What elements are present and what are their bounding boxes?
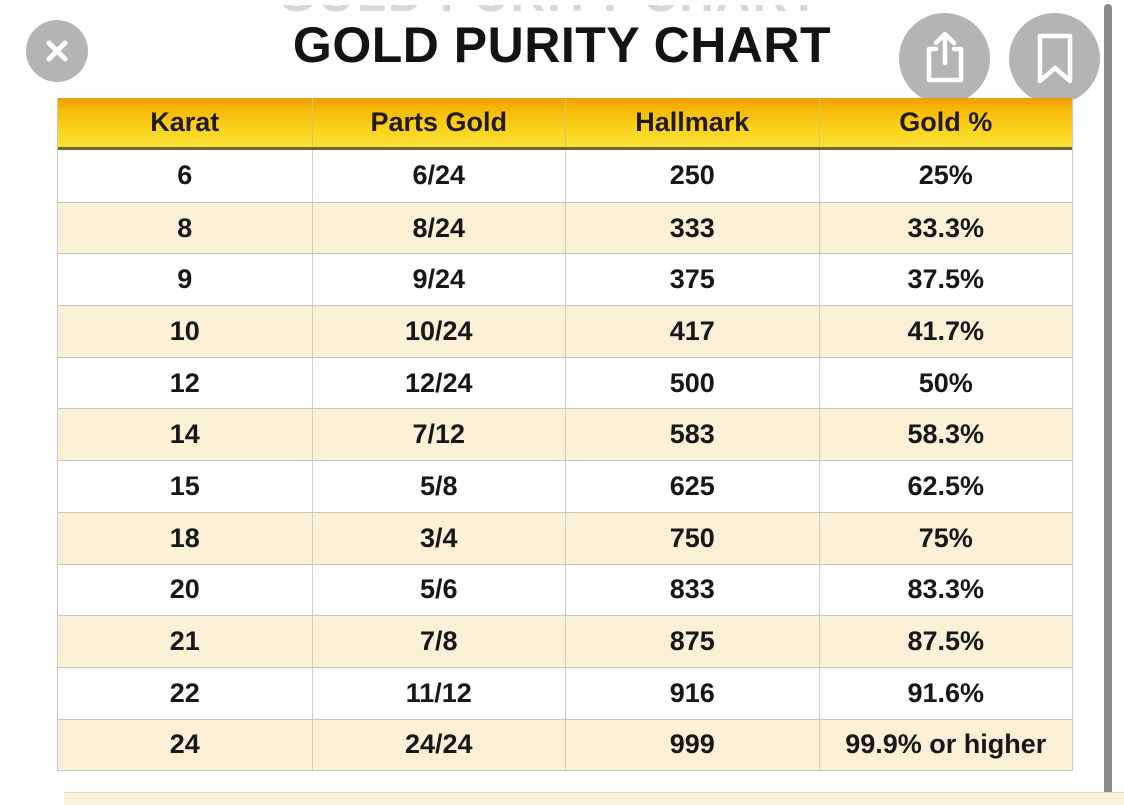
table-cell: 14 — [169, 419, 200, 450]
table-cell: 10/24 — [311, 306, 566, 357]
table-row: 9 9/24 375 37.5% — [58, 253, 1073, 306]
table-cell: 417 — [565, 306, 819, 357]
share-icon — [926, 31, 963, 82]
table-cell: 916 — [565, 667, 819, 719]
cropped-text-echo: GOLD PURITY CHART — [278, 5, 884, 16]
table-cell: 12 — [169, 367, 200, 398]
table-row: 10 10/24 417 41.7% — [58, 305, 1072, 357]
table-cell: 12/24 — [311, 357, 566, 409]
table-cell: 18 — [169, 522, 200, 553]
table-cell: 83.3% — [818, 564, 1073, 616]
table-row: 20 5/6 833 83.3% — [58, 563, 1073, 616]
table-cell: 22 — [169, 677, 200, 708]
table-cell: 75% — [818, 512, 1073, 564]
next-row-peek — [64, 792, 1124, 805]
table-cell: 91.6% — [818, 667, 1073, 719]
scrollbar[interactable] — [1104, 4, 1112, 805]
column-header-parts-gold: Parts Gold — [311, 98, 566, 147]
table-row: 21 7/8 875 87.5% — [58, 615, 1072, 667]
table-cell: 625 — [565, 461, 819, 512]
share-button[interactable] — [899, 13, 990, 104]
table-row: 18 3/4 750 75% — [58, 511, 1073, 564]
column-header-hallmark: Hallmark — [565, 98, 819, 147]
table-cell: 24 — [169, 729, 200, 760]
column-header-karat: Karat — [150, 107, 220, 137]
bookmark-button[interactable] — [1009, 13, 1100, 104]
table-cell: 50% — [818, 357, 1073, 409]
table-row: 22 11/12 916 91.6% — [58, 666, 1073, 719]
table-cell: 15 — [169, 470, 200, 501]
table-cell: 25% — [818, 150, 1073, 202]
close-button[interactable] — [26, 20, 88, 82]
table-cell: 375 — [565, 254, 819, 306]
table-cell: 99.9% or higher — [818, 719, 1073, 771]
table-cell: 87.5% — [818, 616, 1073, 667]
table-cell: 33.3% — [818, 202, 1073, 254]
table-cell: 21 — [169, 626, 200, 657]
table-cell: 583 — [565, 409, 819, 461]
table-body: 6 6/24 250 25% 8 8/24 333 33.3% 9 9/24 375 37.5% 10 1… — [58, 150, 1073, 771]
table-cell: 9/24 — [311, 254, 566, 306]
table-header-row: Karat Parts Gold Hallmark Gold % — [58, 98, 1072, 150]
table-cell: 41.7% — [818, 306, 1073, 357]
table-cell: 750 — [565, 512, 819, 564]
table-row: 6 6/24 250 25% — [58, 150, 1072, 202]
table-cell: 8 — [177, 212, 193, 243]
table-cell: 7/12 — [311, 409, 566, 461]
table-cell: 833 — [565, 564, 819, 616]
table-row: 8 8/24 333 33.3% — [58, 201, 1073, 254]
table-cell: 7/8 — [311, 616, 566, 667]
table-cell: 8/24 — [311, 202, 566, 254]
column-header-gold-pct: Gold % — [818, 98, 1073, 147]
table-cell: 11/12 — [311, 667, 566, 719]
table-cell: 5/6 — [311, 564, 566, 616]
table-row: 14 7/12 583 58.3% — [58, 408, 1073, 461]
table-cell: 62.5% — [818, 461, 1073, 512]
table-cell: 875 — [565, 616, 819, 667]
gold-purity-table: Karat Parts Gold Hallmark Gold % 6 6/24 25… — [57, 98, 1073, 772]
table-cell: 9 — [177, 264, 193, 295]
table-cell: 5/8 — [311, 461, 566, 512]
table-cell: 3/4 — [311, 512, 566, 564]
table-row: 15 5/8 625 62.5% — [58, 460, 1072, 512]
table-cell: 37.5% — [818, 254, 1073, 306]
table-row: 24 24/24 999 99.9% or higher — [58, 718, 1073, 771]
table-cell: 333 — [565, 202, 819, 254]
table-cell: 500 — [565, 357, 819, 409]
table-cell: 999 — [565, 719, 819, 771]
table-cell: 250 — [565, 150, 819, 202]
page-title: GOLD PURITY CHART — [292, 17, 832, 73]
table-cell: 24/24 — [311, 719, 566, 771]
table-row: 12 12/24 500 50% — [58, 356, 1073, 409]
table-cell: 20 — [169, 574, 200, 605]
close-icon — [46, 40, 68, 62]
table-cell: 6/24 — [311, 150, 566, 202]
table-cell: 58.3% — [818, 409, 1073, 461]
cropped-text-artifact: GOLD PURITY CHART — [278, 5, 884, 16]
bookmark-icon — [1037, 33, 1072, 83]
table-cell: 6 — [177, 160, 193, 191]
table-cell: 10 — [169, 315, 200, 346]
